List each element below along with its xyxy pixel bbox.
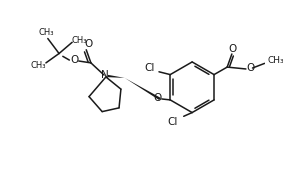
Polygon shape: [125, 78, 160, 100]
Text: O: O: [84, 39, 92, 49]
Text: CH₃: CH₃: [72, 36, 87, 45]
Text: N: N: [101, 70, 109, 80]
Text: CH₃: CH₃: [38, 28, 54, 37]
Text: Cl: Cl: [168, 117, 178, 127]
Text: O: O: [71, 55, 79, 65]
Text: O: O: [246, 63, 255, 73]
Text: CH₃: CH₃: [267, 56, 283, 65]
Text: O: O: [153, 93, 161, 103]
Text: O: O: [229, 44, 237, 54]
Polygon shape: [108, 75, 125, 78]
Text: Cl: Cl: [144, 63, 154, 73]
Text: CH₃: CH₃: [31, 61, 46, 70]
